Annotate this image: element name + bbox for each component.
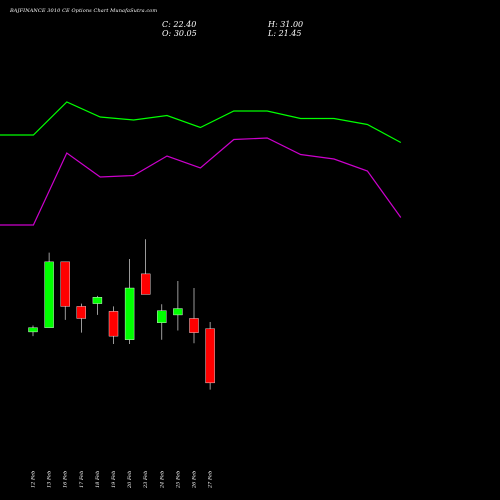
candle-body-3 <box>60 261 70 307</box>
x-tick-label-9: 24 Feb <box>159 471 165 489</box>
candle-body-4 <box>76 306 87 319</box>
x-tick-label-2: 13 Feb <box>47 471 53 488</box>
indicator-line-1 <box>0 101 402 144</box>
ohlc-close: C: 22.40 <box>162 20 196 29</box>
candle-body-9 <box>157 310 167 323</box>
high-label: H: <box>268 20 278 29</box>
open-value: 30.05 <box>173 29 197 38</box>
close-value: 22.40 <box>173 20 197 29</box>
x-tick-label-5: 18 Feb <box>95 471 101 488</box>
open-label: O: <box>162 29 172 38</box>
x-tick-label-7: 20 Feb <box>127 471 133 489</box>
candle-body-7 <box>124 287 135 340</box>
candle-body-2 <box>44 261 54 328</box>
indicator-line-2 <box>0 137 402 226</box>
candle-body-10 <box>173 308 183 316</box>
candle-body-12 <box>205 328 215 384</box>
chart-title: BAJFINANCE 3010 CE Options Chart MunafaS… <box>10 8 158 14</box>
x-tick-label-10: 25 Feb <box>175 471 181 489</box>
low-value: 21.45 <box>278 29 302 38</box>
candle-body-1 <box>28 327 38 333</box>
candle-body-5 <box>92 297 103 304</box>
candle-body-11 <box>189 318 199 333</box>
x-tick-label-12: 27 Feb <box>208 471 214 489</box>
candle-body-8 <box>140 273 151 295</box>
close-label: C: <box>162 20 171 29</box>
x-tick-label-8: 23 Feb <box>143 471 149 489</box>
x-tick-label-1: 12 Feb <box>31 471 37 488</box>
x-tick-label-6: 19 Feb <box>111 471 117 488</box>
ohlc-low: L: 21.45 <box>268 29 301 38</box>
high-value: 31.00 <box>280 20 304 29</box>
ohlc-open: O: 30.05 <box>162 29 197 38</box>
candle-body-6 <box>108 311 119 337</box>
x-tick-label-4: 17 Feb <box>79 471 85 488</box>
low-label: L: <box>268 29 277 38</box>
x-tick-label-3: 16 Feb <box>63 471 69 488</box>
ohlc-high: H: 31.00 <box>268 20 303 29</box>
x-tick-label-11: 26 Feb <box>192 471 198 489</box>
